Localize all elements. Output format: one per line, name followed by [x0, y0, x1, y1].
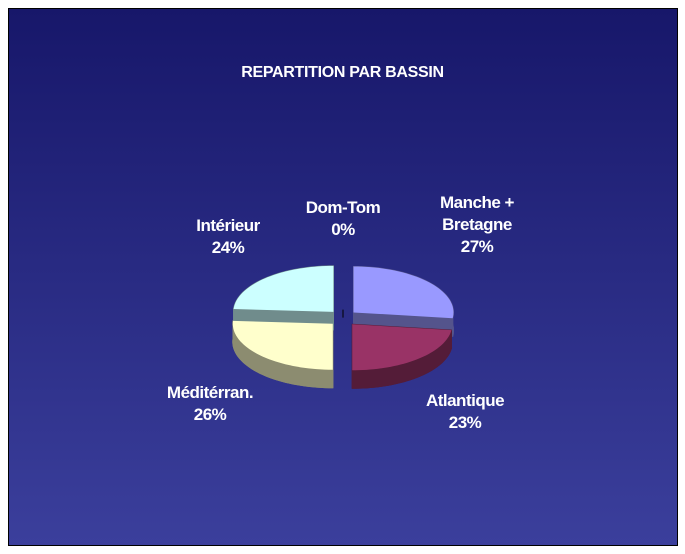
slice [233, 265, 334, 312]
data-label: Intérieur 24% [173, 215, 283, 259]
slice [352, 324, 452, 371]
slice [232, 320, 333, 370]
value-label: 26% [193, 405, 227, 424]
slice-rim [351, 329, 452, 389]
category-label: Atlantique [425, 391, 505, 410]
data-label: Dom-Tom 0% [288, 197, 398, 241]
category-label: Dom-Tom [305, 198, 381, 217]
category-label: Méditérran. [166, 383, 254, 402]
slice [353, 266, 454, 319]
value-label: 27% [460, 237, 494, 256]
category-label: Intérieur [196, 216, 260, 235]
data-label: Atlantique 23% [405, 390, 525, 434]
chart-title: REPARTITION PAR BASSIN [241, 64, 444, 81]
data-label: Manche + Bretagne 27% [417, 192, 537, 258]
value-label: 24% [211, 238, 245, 257]
data-label: Méditérran. 26% [145, 382, 275, 426]
chart-area [8, 8, 678, 546]
value-label: 23% [448, 413, 482, 432]
category-label: Manche + Bretagne [440, 193, 514, 234]
value-label: 0% [331, 220, 355, 239]
